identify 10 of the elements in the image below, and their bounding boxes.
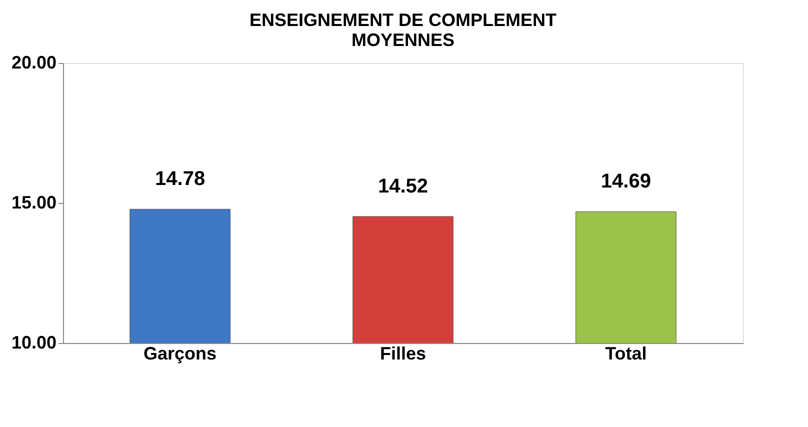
- chart-title: ENSEIGNEMENT DE COMPLEMENT MOYENNES: [249, 10, 557, 50]
- data-label: 14.78: [155, 168, 206, 190]
- y-tick-label: 10.00: [11, 332, 56, 352]
- data-label: 14.52: [378, 175, 428, 198]
- x-tick-label: Filles: [380, 344, 426, 364]
- x-tick-label: Total: [605, 344, 647, 364]
- y-tick-label: 15.00: [11, 192, 56, 212]
- data-label: 14.69: [600, 170, 651, 193]
- y-tick-label: 20.00: [11, 52, 56, 72]
- x-tick-label: Garçons: [144, 344, 217, 364]
